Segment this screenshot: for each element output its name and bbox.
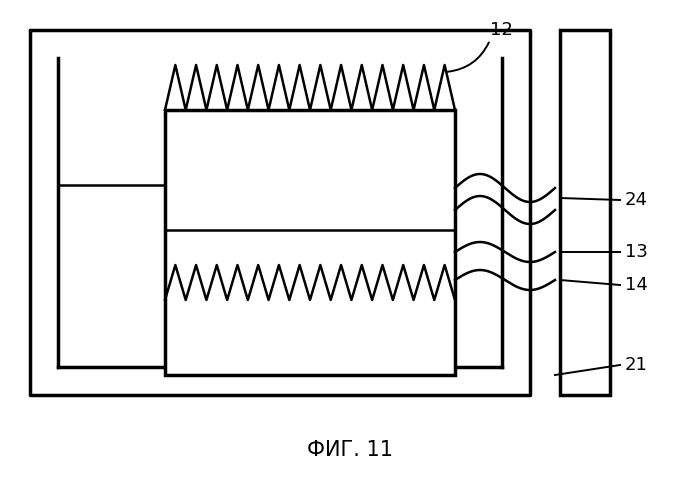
Text: ФИГ. 11: ФИГ. 11 (307, 440, 393, 460)
Text: 21: 21 (625, 356, 648, 374)
Text: 13: 13 (625, 243, 648, 261)
Text: 14: 14 (625, 276, 648, 294)
Bar (165, 110, 455, 375)
Bar (560, 30, 610, 395)
Text: 24: 24 (625, 191, 648, 209)
Text: 12: 12 (490, 21, 513, 39)
